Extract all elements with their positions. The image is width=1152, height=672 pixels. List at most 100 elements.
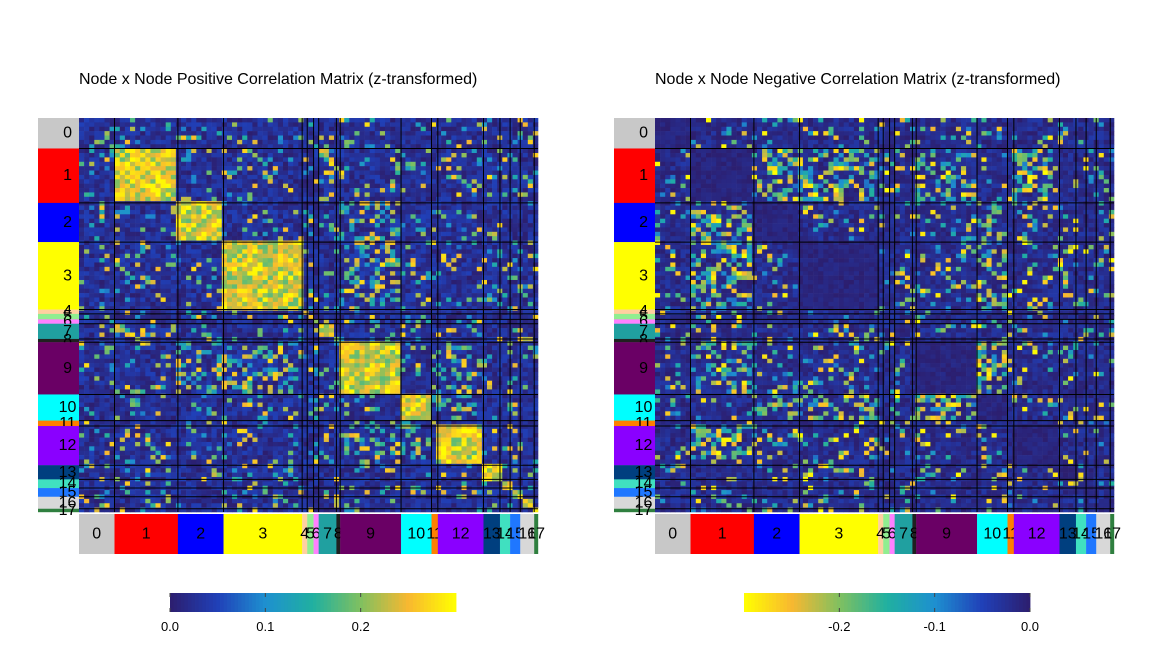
heatmap-cell <box>221 196 228 202</box>
heatmap-cell <box>257 223 263 228</box>
heatmap-cell <box>339 306 345 311</box>
heatmap-cell <box>369 323 376 329</box>
heatmap-cell <box>456 183 462 189</box>
heatmap-cell <box>385 188 391 193</box>
heatmap-cell <box>237 258 243 263</box>
heatmap-cell <box>165 306 172 311</box>
heatmap-cell <box>237 139 243 145</box>
heatmap-cell <box>359 196 365 202</box>
heatmap-cell <box>99 139 105 145</box>
heatmap-cell <box>252 240 258 246</box>
heatmap-cell <box>369 170 376 176</box>
heatmap-cell <box>283 297 289 303</box>
heatmap-cell <box>349 126 355 132</box>
heatmap-cell <box>221 166 228 171</box>
heatmap-cell <box>232 166 238 171</box>
heatmap-cell <box>313 240 319 246</box>
heatmap-cell <box>84 297 90 303</box>
heatmap-cell <box>247 279 253 285</box>
heatmap-cell <box>502 258 508 263</box>
heatmap-cell <box>89 323 95 329</box>
heatmap-cell <box>288 227 294 233</box>
heatmap-cell <box>277 345 284 351</box>
heatmap-cell <box>441 315 447 320</box>
heatmap-cell <box>532 310 539 316</box>
heatmap-cell <box>308 358 314 364</box>
heatmap-cell <box>181 319 187 325</box>
heatmap-cell <box>481 188 488 193</box>
heatmap-cell <box>385 131 391 136</box>
heatmap-cell <box>283 148 289 154</box>
heatmap-cell <box>339 196 345 202</box>
heatmap-cell <box>170 126 177 132</box>
heatmap-cell <box>466 192 472 198</box>
heatmap-cell <box>135 188 141 193</box>
heatmap-cell <box>446 310 452 316</box>
heatmap-cell <box>487 170 493 176</box>
heatmap-cell <box>216 122 223 128</box>
heatmap-cell <box>385 227 391 233</box>
heatmap-cell <box>374 231 381 237</box>
heatmap-cell <box>293 341 299 346</box>
heatmap-cell <box>466 350 472 355</box>
heatmap-cell <box>446 205 452 211</box>
heatmap-cell <box>512 297 518 303</box>
heatmap-cell <box>461 266 467 272</box>
heatmap-cell <box>527 288 534 294</box>
heatmap-cell <box>303 166 309 171</box>
heatmap-cell <box>395 166 401 171</box>
heatmap-cell <box>104 266 110 272</box>
heatmap-cell <box>502 271 508 276</box>
heatmap-cell <box>252 262 258 268</box>
heatmap-cell <box>420 249 427 255</box>
heatmap-cell <box>400 240 406 246</box>
heatmap-cell <box>135 223 141 228</box>
heatmap-cell <box>94 315 100 320</box>
heatmap-cell <box>466 253 472 259</box>
heatmap-cell <box>277 262 284 268</box>
heatmap-cell <box>252 332 258 338</box>
heatmap-cell <box>369 227 376 233</box>
heatmap-cell <box>155 293 161 298</box>
heatmap-cell <box>94 297 100 303</box>
heatmap-cell <box>170 170 177 176</box>
heatmap-cell <box>303 131 309 136</box>
heatmap-cell <box>130 284 136 290</box>
heatmap-cell <box>175 350 182 355</box>
heatmap-cell <box>201 196 207 202</box>
heatmap-cell <box>318 332 325 338</box>
heatmap-cell <box>124 293 131 298</box>
heatmap-cell <box>283 358 289 364</box>
heatmap-cell <box>89 319 95 325</box>
heatmap-cell <box>400 323 406 329</box>
heatmap-cell <box>104 288 110 294</box>
heatmap-cell <box>89 253 95 259</box>
heatmap-cell <box>425 310 432 316</box>
heatmap-cell <box>130 328 136 333</box>
heatmap-cell <box>466 310 472 316</box>
heatmap-cell <box>405 223 411 228</box>
heatmap-cell <box>99 166 105 171</box>
heatmap-cell <box>308 266 314 272</box>
heatmap-cell <box>318 319 325 325</box>
heatmap-cell <box>221 310 228 316</box>
heatmap-cell <box>298 354 304 360</box>
heatmap-cell <box>191 279 197 285</box>
heatmap-cell <box>405 161 411 167</box>
heatmap-cell <box>369 258 376 263</box>
heatmap-cell <box>359 201 365 206</box>
heatmap-cell <box>456 240 462 246</box>
heatmap-cell <box>374 249 381 255</box>
heatmap-cell <box>232 126 238 132</box>
heatmap-cell <box>232 262 238 268</box>
heatmap-cell <box>303 209 309 215</box>
heatmap-cell <box>206 126 212 132</box>
heatmap-cell <box>308 227 314 233</box>
heatmap-cell <box>196 227 202 233</box>
heatmap-cell <box>262 328 268 333</box>
heatmap-cell <box>390 266 396 272</box>
heatmap-cell <box>262 196 268 202</box>
heatmap-cell <box>359 345 365 351</box>
heatmap-cell <box>119 148 126 154</box>
heatmap-cell <box>476 118 483 123</box>
